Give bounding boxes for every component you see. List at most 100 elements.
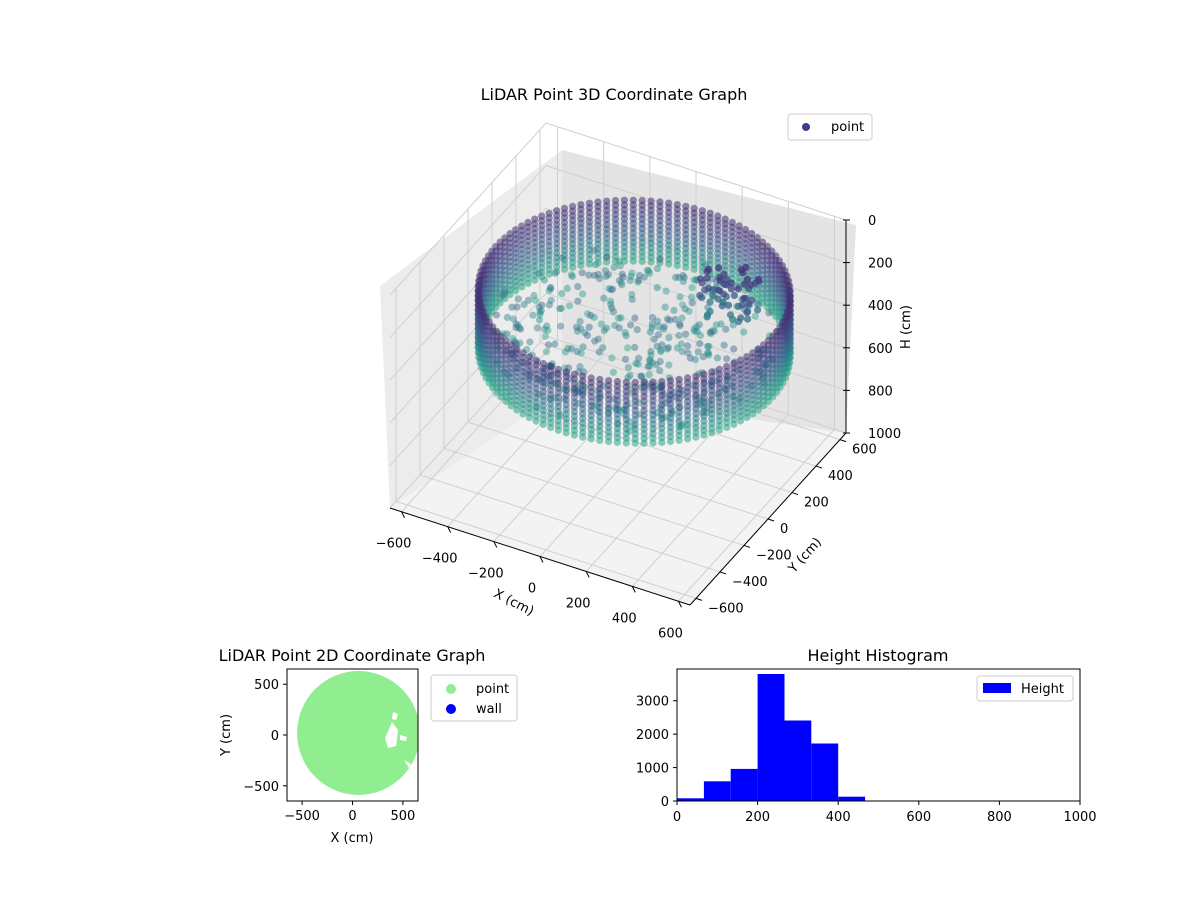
x-tick-label-3d: 0	[528, 582, 536, 597]
data-point-3d	[629, 257, 637, 265]
data-point-3d	[749, 410, 757, 418]
data-point-3d	[618, 281, 626, 289]
z-tick-label-3d: 800	[868, 384, 893, 399]
data-point-3d	[697, 275, 705, 283]
data-point-3d	[514, 321, 522, 329]
data-point-3d	[720, 290, 728, 298]
data-point-3d	[591, 337, 599, 345]
data-point-3d	[696, 340, 704, 348]
data-point-3d	[628, 269, 636, 277]
data-point-3d	[560, 265, 569, 273]
data-point-3d	[653, 317, 662, 325]
data-point-3d	[691, 356, 699, 364]
data-point-3d	[644, 267, 653, 275]
data-point-3d	[536, 308, 544, 316]
data-point-3d	[616, 262, 624, 270]
data-point-3d	[703, 274, 711, 282]
data-point-3d	[721, 280, 729, 289]
y-tick-label-hist: 3000	[636, 695, 669, 710]
data-point-3d	[577, 349, 585, 357]
data-point-3d	[596, 436, 604, 444]
data-point-3d	[760, 402, 768, 410]
data-point-3d	[611, 257, 620, 265]
grid-line	[389, 122, 547, 296]
y-tick-label-3d: −600	[708, 601, 744, 616]
data-point-3d	[635, 354, 643, 362]
data-point-3d	[709, 327, 717, 335]
data-point-3d	[506, 290, 514, 299]
data-point-3d	[609, 285, 617, 293]
data-point-3d	[590, 271, 599, 279]
data-point-3d	[714, 295, 722, 303]
point-cloud-2d	[297, 670, 418, 796]
data-point-3d	[680, 273, 688, 282]
z-tick-label-3d: 1000	[868, 427, 901, 442]
data-point-3d	[635, 271, 644, 280]
data-point-3d	[745, 300, 753, 308]
data-point-3d	[602, 272, 610, 280]
data-point-3d	[574, 283, 582, 291]
data-point-3d	[604, 271, 612, 279]
y-tick-label-hist: 1000	[636, 762, 669, 777]
data-point-3d	[730, 420, 738, 428]
data-point-3d	[708, 429, 716, 437]
data-point-3d	[611, 321, 619, 330]
x-tick-label-hist: 400	[826, 810, 851, 825]
data-point-3d	[678, 347, 686, 356]
data-point-3d	[723, 423, 731, 431]
data-point-3d	[535, 303, 543, 311]
data-point-3d	[615, 324, 623, 332]
data-point-3d	[743, 413, 751, 422]
data-point-3d	[647, 351, 655, 359]
grid-line	[467, 421, 769, 520]
histogram-title: Height Histogram	[808, 646, 949, 665]
histogram-bar	[811, 743, 839, 801]
data-point-3d	[754, 306, 762, 314]
data-point-3d	[659, 325, 668, 333]
data-point-3d	[713, 354, 722, 362]
chart-histogram: Height Histogram 0 200 400 600 800 1000 0 1000 2…	[636, 646, 1097, 825]
data-point-3d	[492, 311, 501, 319]
data-point-3d	[640, 439, 648, 447]
y-tick-3d	[695, 597, 703, 601]
data-point-3d	[579, 343, 587, 351]
x-tick-3d	[447, 526, 452, 533]
gap-2d-a	[385, 722, 398, 748]
data-point-3d	[574, 297, 582, 305]
grid-line	[545, 250, 847, 349]
axes-frame-hist	[676, 668, 1081, 802]
data-point-3d	[538, 273, 546, 281]
grid-line	[389, 293, 547, 466]
data-point-3d	[627, 272, 635, 280]
data-point-3d	[568, 272, 577, 280]
data-point-3d	[671, 315, 679, 324]
legend-label-wall-2d: wall	[476, 702, 502, 717]
data-point-3d	[705, 342, 713, 350]
data-point-3d	[626, 371, 634, 380]
data-point-3d	[740, 280, 748, 288]
data-point-3d	[730, 291, 739, 299]
x-tick-3d	[631, 586, 636, 593]
data-point-3d	[541, 332, 549, 340]
data-point-3d	[551, 340, 559, 348]
data-point-3d	[607, 300, 615, 308]
data-point-3d	[660, 323, 668, 331]
data-point-3d	[649, 439, 657, 447]
data-point-3d	[684, 435, 692, 443]
data-point-3d	[564, 344, 572, 352]
data-point-3d	[618, 270, 626, 278]
data-point-3d	[664, 344, 673, 352]
legend-label-point-2d: point	[476, 682, 509, 697]
chart-3d-title: LiDAR Point 3D Coordinate Graph	[481, 85, 748, 104]
data-point-3d	[619, 273, 627, 281]
data-point-3d	[715, 426, 724, 434]
data-point-3d	[646, 357, 654, 365]
data-point-3d	[545, 270, 553, 278]
data-point-3d	[720, 341, 728, 349]
data-point-3d	[632, 359, 640, 367]
data-point-3d	[565, 302, 574, 310]
legend-label-point: point	[831, 120, 864, 135]
data-point-3d	[622, 439, 630, 447]
legend-histogram: Height	[976, 675, 1074, 702]
grid-line	[545, 122, 847, 221]
